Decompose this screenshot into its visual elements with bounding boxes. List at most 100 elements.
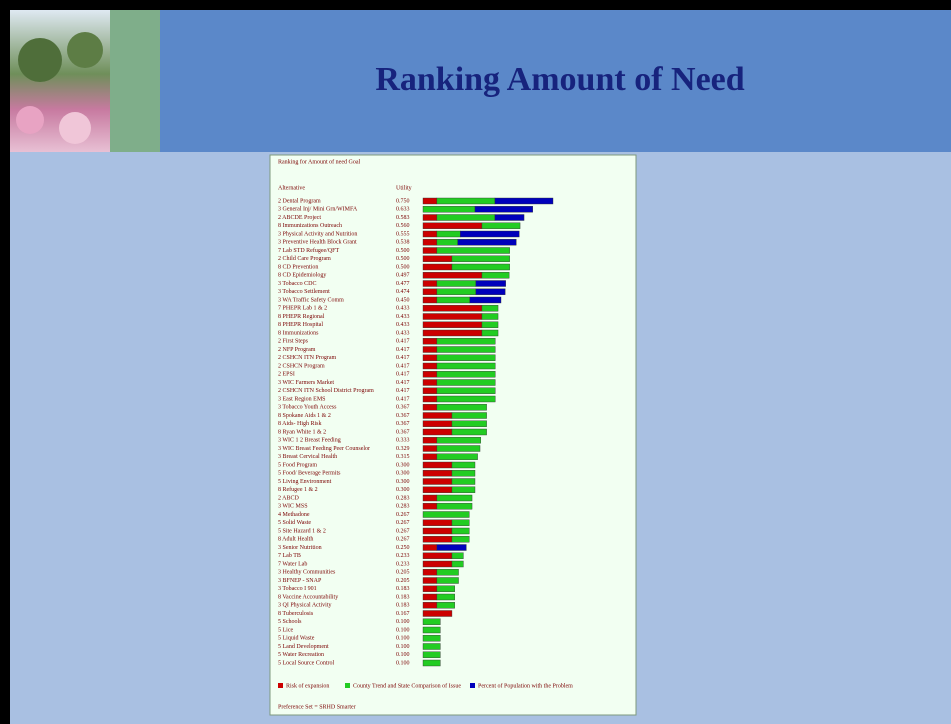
bar-segment <box>423 371 437 377</box>
row-label: 3 Physical Activity and Nutrition <box>278 231 357 237</box>
bar-segment <box>482 223 520 229</box>
bar-segment <box>482 305 498 311</box>
utility-label: 0.477 <box>396 281 410 287</box>
bar-segment <box>423 512 469 518</box>
bar-segment <box>423 322 482 328</box>
row-label: 3 WIC Breast Feeding Peer Counselor <box>278 446 370 452</box>
utility-label: 0.205 <box>396 570 410 576</box>
bar-segment <box>423 520 452 526</box>
bar-segment <box>423 611 452 617</box>
photo-flowers <box>59 112 91 144</box>
utility-label: 0.367 <box>396 405 410 411</box>
bar-segment <box>423 569 437 575</box>
bar-segment <box>437 437 481 443</box>
bar-segment <box>423 594 437 600</box>
bar-segment <box>452 553 463 559</box>
utility-label: 0.233 <box>396 553 410 559</box>
bar-segment <box>482 272 509 278</box>
row-label: 8 Tuberculosis <box>278 611 314 617</box>
row-label: 8 Immunizations Outreach <box>278 223 342 229</box>
bar-segment <box>476 289 505 295</box>
row-label: 3 WIC 1 2 Breast Feeding <box>278 438 341 444</box>
bar-segment <box>495 198 553 204</box>
bar-segment <box>423 347 437 353</box>
bar-segment <box>423 223 482 229</box>
row-label: 5 Liquid Waste <box>278 636 315 642</box>
bar-segment <box>437 281 476 287</box>
row-label: 2 NFP Program <box>278 347 316 353</box>
utility-label: 0.100 <box>396 644 410 650</box>
utility-label: 0.100 <box>396 619 410 625</box>
bar-segment <box>437 239 458 245</box>
row-label: 3 Tobacco Settlement <box>278 289 330 295</box>
row-label: 5 Food Program <box>278 462 317 468</box>
utility-label: 0.538 <box>396 240 410 246</box>
bar-segment <box>452 487 475 493</box>
bar-segment <box>423 545 437 551</box>
bar-segment <box>423 338 437 344</box>
bar-segment <box>423 553 452 559</box>
utility-label: 0.633 <box>396 207 410 213</box>
utility-label: 0.500 <box>396 248 410 254</box>
bar-segment <box>423 380 437 386</box>
bar-segment <box>423 561 452 567</box>
utility-label: 0.283 <box>396 495 410 501</box>
bar-segment <box>452 413 487 419</box>
bar-segment <box>423 305 482 311</box>
legend-swatch <box>470 683 475 688</box>
utility-label: 0.267 <box>396 520 410 526</box>
row-label: 7 Water Lab <box>278 561 307 567</box>
utility-label: 0.300 <box>396 479 410 485</box>
footer-note: Preference Set = SRHD Smarter <box>278 703 356 710</box>
bar-segment <box>482 330 498 336</box>
row-label: 2 CSHCN ITN Program <box>278 355 336 361</box>
row-label: 3 WIC MSS <box>278 504 308 510</box>
row-label: 3 Tobacco Youth Access <box>278 405 337 411</box>
row-label: 4 Methadone <box>278 512 310 518</box>
row-label: 3 Tobacco CDC <box>278 281 316 287</box>
utility-label: 0.267 <box>396 537 410 543</box>
bar-segment <box>423 231 437 237</box>
row-label: 3 WIC Farmers Market <box>278 380 334 386</box>
utility-label: 0.583 <box>396 215 410 221</box>
row-label: 8 Refugee 1 & 2 <box>278 486 318 493</box>
utility-label: 0.100 <box>396 627 410 633</box>
bar-segment <box>437 594 455 600</box>
utility-label: 0.500 <box>396 264 410 270</box>
row-label: 7 PHEPR Lab 1 & 2 <box>278 306 327 312</box>
row-label: 5 Local Source Control <box>278 660 334 666</box>
utility-label: 0.100 <box>396 636 410 642</box>
row-label: 8 Ryan White 1 & 2 <box>278 429 326 435</box>
bar-segment <box>423 487 452 493</box>
utility-label: 0.433 <box>396 322 410 328</box>
row-label: 5 Schools <box>278 619 302 625</box>
bar-segment <box>423 206 475 212</box>
bar-segment <box>437 495 472 501</box>
utility-label: 0.560 <box>396 223 410 229</box>
row-label: 8 Adult Health <box>278 537 313 543</box>
bar-segment <box>423 404 437 410</box>
row-label: 7 Lab STD Refugee/QFT <box>278 247 339 254</box>
row-label: 3 QI Physical Activity <box>278 603 332 609</box>
row-label: 3 Senior Nutrition <box>278 545 322 551</box>
bar-segment <box>452 520 469 526</box>
bar-segment <box>423 297 437 303</box>
utility-label: 0.433 <box>396 330 410 336</box>
bar-segment <box>423 635 440 641</box>
bar-segment <box>423 660 440 666</box>
bar-segment <box>423 239 437 245</box>
utility-label: 0.417 <box>396 388 410 394</box>
utility-label: 0.367 <box>396 421 410 427</box>
utility-label: 0.267 <box>396 512 410 518</box>
utility-label: 0.417 <box>396 372 410 378</box>
legend-swatch <box>278 683 283 688</box>
bar-segment <box>437 396 495 402</box>
bar-segment <box>423 363 437 369</box>
bar-segment <box>423 462 452 468</box>
row-label: 2 First Steps <box>278 339 309 345</box>
slide: Ranking Amount of Need Ranking for Amoun… <box>0 0 951 724</box>
bar-segment <box>437 602 455 608</box>
bar-segment <box>452 421 487 427</box>
bar-segment <box>423 586 437 592</box>
legend-label: County Trend and State Comparison of Iss… <box>353 682 461 689</box>
